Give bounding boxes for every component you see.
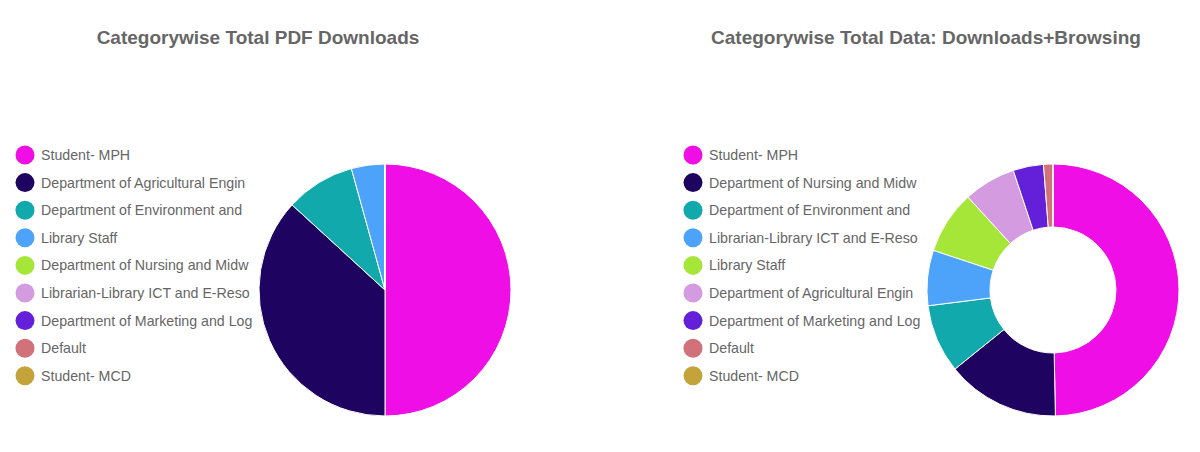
legend-label: Student- MPH — [41, 147, 130, 163]
legend-swatch — [16, 146, 35, 165]
legend-label: Department of Environment and — [41, 202, 242, 218]
donut-slice[interactable] — [1013, 164, 1048, 230]
legend-item[interactable]: Department of Environment and — [16, 201, 243, 220]
legend: Student- MPH Department of Agricultural E… — [16, 146, 253, 386]
legend-item[interactable]: Librarian-Library ICT and E-Reso — [684, 228, 918, 247]
legend-label: Department of Agricultural Engin — [41, 175, 245, 191]
legend-label: Department of Nursing and Midw — [41, 257, 249, 273]
legend-label: Student- MCD — [41, 368, 131, 384]
pie-slice[interactable] — [385, 164, 511, 416]
legend-swatch — [684, 201, 703, 220]
donut-slice[interactable] — [1053, 164, 1179, 416]
slices — [259, 164, 511, 416]
legend-swatch — [16, 173, 35, 192]
pie-slice[interactable] — [385, 164, 386, 290]
legend-label: Default — [709, 340, 754, 356]
chart-canvas: Categorywise Total PDF Downloads Student-… — [0, 0, 1200, 452]
legend-swatch — [684, 311, 703, 330]
legend-item[interactable]: Department of Nursing and Midw — [16, 256, 250, 275]
pie-slice[interactable] — [385, 164, 386, 290]
donut-slice[interactable] — [1053, 164, 1054, 227]
legend-swatch — [684, 228, 703, 247]
legend-label: Student- MCD — [709, 368, 799, 384]
legend-item[interactable]: Department of Nursing and Midw — [684, 173, 918, 192]
legend-swatch — [684, 146, 703, 165]
legend-item[interactable]: Library Staff — [16, 228, 118, 247]
pie-slice[interactable] — [385, 164, 386, 290]
pie-slice[interactable] — [385, 164, 386, 290]
legend: Student- MPH Department of Nursing and Mi… — [684, 146, 921, 386]
legend-label: Department of Environment and — [709, 202, 910, 218]
legend-swatch — [684, 339, 703, 358]
legend-item[interactable]: Student- MPH — [16, 146, 131, 165]
legend-swatch — [16, 311, 35, 330]
legend-item[interactable]: Default — [684, 339, 755, 358]
legend-swatch — [16, 366, 35, 385]
donut-slice[interactable] — [1044, 164, 1053, 227]
legend-item[interactable]: Librarian-Library ICT and E-Reso — [16, 284, 250, 303]
legend-label: Library Staff — [41, 230, 117, 246]
legend-swatch — [684, 366, 703, 385]
legend-swatch — [684, 256, 703, 275]
donut-slice[interactable] — [928, 298, 1004, 369]
pie-slice[interactable] — [385, 164, 386, 290]
chart-title: Categorywise Total Data: Downloads+Brows… — [711, 27, 1141, 48]
pie-slice[interactable] — [351, 164, 385, 290]
legend-item[interactable]: Department of Marketing and Log — [16, 311, 253, 330]
legend-item[interactable]: Library Staff — [684, 256, 786, 275]
legend-label: Default — [41, 340, 86, 356]
legend-item[interactable]: Student- MPH — [684, 146, 799, 165]
legend-item[interactable]: Department of Marketing and Log — [684, 311, 921, 330]
legend-label: Librarian-Library ICT and E-Reso — [41, 285, 250, 301]
legend-swatch — [16, 201, 35, 220]
legend-label: Department of Marketing and Log — [41, 313, 252, 329]
legend-item[interactable]: Default — [16, 339, 87, 358]
legend-swatch — [684, 173, 703, 192]
legend-item[interactable]: Department of Agricultural Engin — [684, 284, 914, 303]
legend-item[interactable]: Student- MCD — [16, 366, 131, 385]
legend-swatch — [16, 256, 35, 275]
legend-item[interactable]: Student- MCD — [684, 366, 799, 385]
legend-swatch — [16, 284, 35, 303]
legend-label: Student- MPH — [709, 147, 798, 163]
legend-swatch — [16, 339, 35, 358]
slices — [927, 164, 1179, 416]
legend-label: Library Staff — [709, 257, 785, 273]
legend-label: Department of Marketing and Log — [709, 313, 920, 329]
chart-title: Categorywise Total PDF Downloads — [97, 27, 420, 48]
legend-swatch — [16, 228, 35, 247]
legend-label: Department of Agricultural Engin — [709, 285, 913, 301]
chart-panel: Categorywise Total PDF Downloads Student-… — [16, 27, 512, 416]
legend-label: Department of Nursing and Midw — [709, 175, 917, 191]
chart-panel: Categorywise Total Data: Downloads+Brows… — [684, 27, 1180, 416]
legend-item[interactable]: Department of Agricultural Engin — [16, 173, 246, 192]
legend-item[interactable]: Department of Environment and — [684, 201, 911, 220]
legend-label: Librarian-Library ICT and E-Reso — [709, 230, 918, 246]
legend-swatch — [684, 284, 703, 303]
